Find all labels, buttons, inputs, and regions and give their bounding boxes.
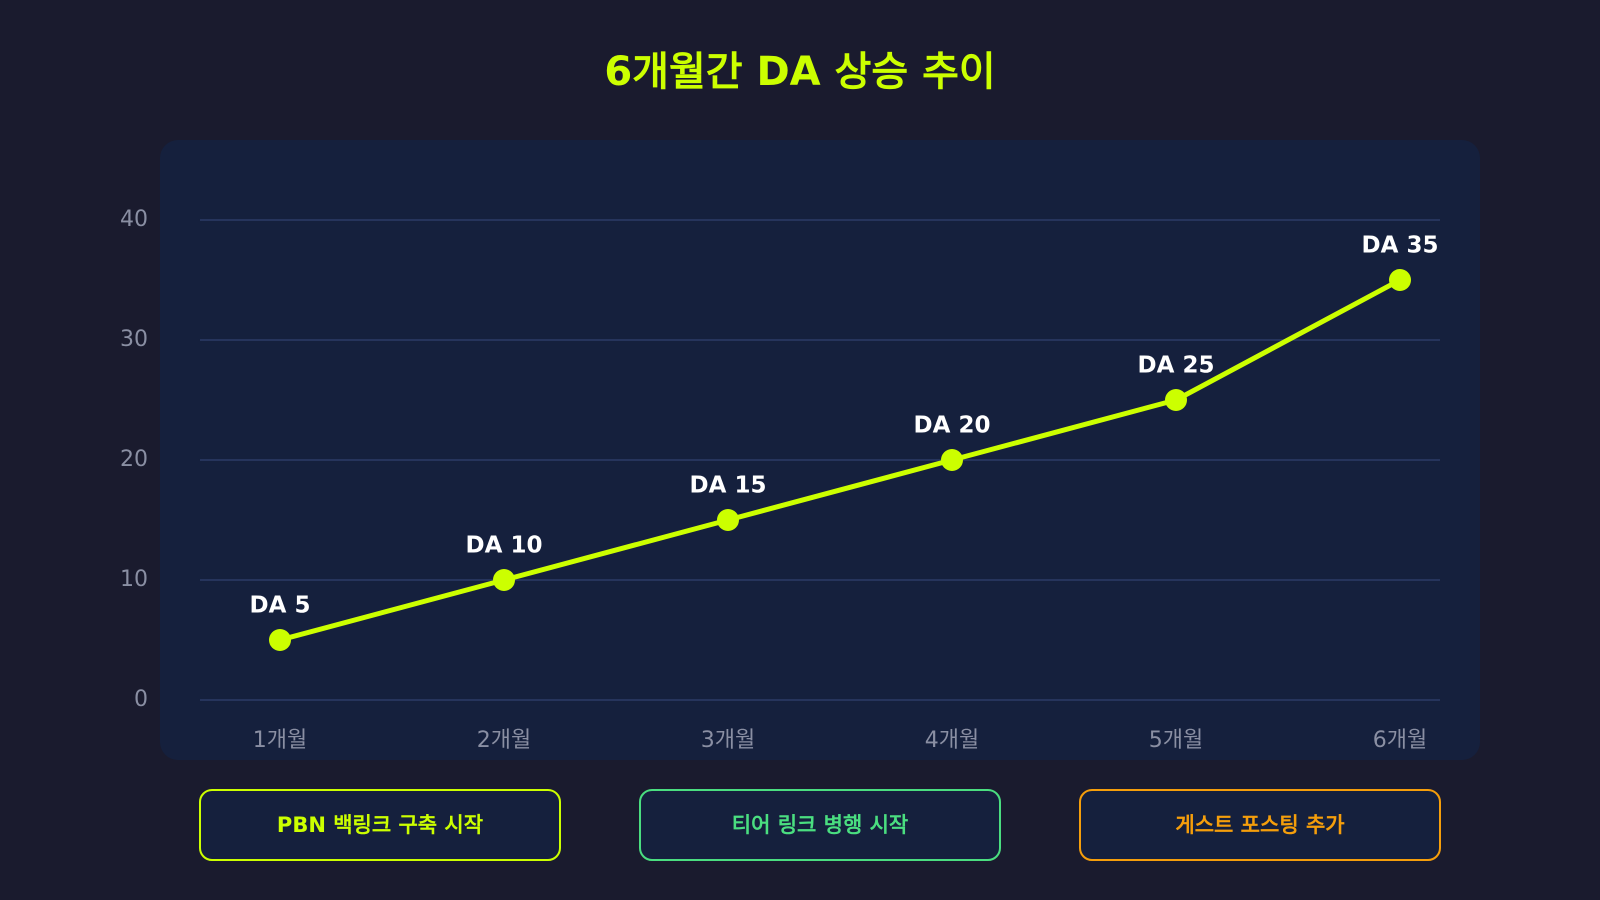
data-label: DA 20 xyxy=(914,413,991,439)
x-tick-label: 1개월 xyxy=(253,728,307,753)
annotation-text: 티어 링크 병행 시작 xyxy=(732,813,909,837)
y-tick-label: 30 xyxy=(120,327,148,352)
chart-title: 6개월간 DA 상승 추이 xyxy=(604,49,995,95)
x-tick-label: 5개월 xyxy=(1149,728,1203,753)
annotation-text: 게스트 포스팅 추가 xyxy=(1175,813,1345,837)
x-tick-label: 6개월 xyxy=(1373,728,1427,753)
data-line xyxy=(279,277,1402,643)
data-label: DA 10 xyxy=(466,533,543,559)
annotation-box xyxy=(639,789,1001,861)
data-label: DA 15 xyxy=(690,473,767,499)
annotation-box xyxy=(1079,789,1441,861)
y-tick-label: 10 xyxy=(120,567,148,592)
x-tick-label: 2개월 xyxy=(477,728,531,753)
annotation-box xyxy=(199,789,561,861)
data-point xyxy=(1165,389,1187,411)
y-tick-label: 20 xyxy=(120,447,148,472)
x-tick-label: 3개월 xyxy=(701,728,755,753)
data-point xyxy=(717,509,739,531)
data-point xyxy=(1389,269,1411,291)
data-label: DA 25 xyxy=(1138,353,1215,379)
chart-panel xyxy=(160,140,1480,760)
data-point xyxy=(493,569,515,591)
data-label: DA 35 xyxy=(1362,233,1439,259)
x-tick-label: 4개월 xyxy=(925,728,979,753)
data-label: DA 5 xyxy=(250,593,311,619)
data-point xyxy=(269,629,291,651)
data-point xyxy=(941,449,963,471)
y-tick-label: 0 xyxy=(134,687,148,712)
y-tick-label: 40 xyxy=(120,207,148,232)
annotation-text: PBN 백링크 구축 시작 xyxy=(277,813,483,837)
